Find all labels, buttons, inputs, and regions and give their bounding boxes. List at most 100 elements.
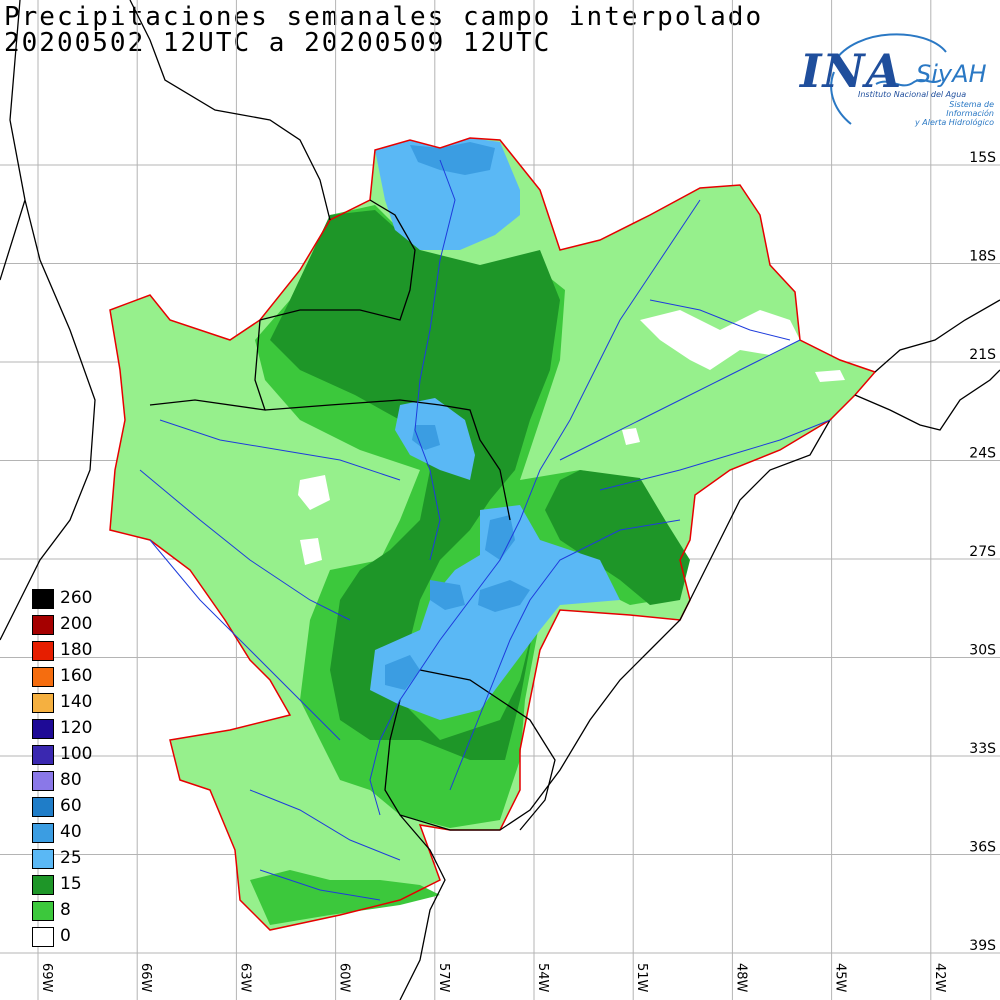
lat-label: 33S [969,741,996,757]
lon-label: 45W [833,963,848,993]
basin-fill-light-blue-south [370,505,620,720]
basin-fill-dark-green [270,210,660,760]
lat-label: 24S [969,446,996,462]
legend-label: 0 [60,926,71,946]
legend-label: 200 [60,614,93,634]
precipitation-legend: 260 200 180 160 140 120 100 80 60 40 25 15 8 0 [32,586,142,950]
legend-label: 8 [60,900,71,920]
legend-swatch [32,589,54,609]
lon-label: 60W [337,963,352,993]
legend-label: 180 [60,640,93,660]
lon-label: 57W [436,963,451,993]
legend-entry: 120 [32,716,142,742]
legend-label: 160 [60,666,93,686]
legend-label: 15 [60,874,82,894]
lat-label: 30S [969,643,996,659]
legend-swatch [32,693,54,713]
atlantic-coast-south [499,369,1000,831]
legend-swatch [32,719,54,739]
basin-fill-white-patches [298,310,845,565]
legend-label: 60 [60,796,82,816]
ina-siyah-logo: INA SiyAH Instituto Nacional del Agua Si… [796,32,996,132]
basin-fill-blue-center [412,425,440,450]
bolivia-paraguay-border [149,199,511,521]
legend-entry: 8 [32,898,142,924]
legend-entry: 60 [32,794,142,820]
atlantic-coast-north [874,299,1000,373]
southern-rivers [249,789,401,901]
legend-label: 40 [60,822,82,842]
logo-subtitle: Sistema de Información y Alerta Hidrológ… [914,100,994,127]
legend-entry: 160 [32,664,142,690]
lat-label: 39S [969,938,996,954]
lat-label: 15S [969,150,996,166]
legend-label: 25 [60,848,82,868]
legend-swatch [32,901,54,921]
parana-river [369,199,701,816]
uruguay-river [449,519,681,791]
lat-label: 27S [969,544,996,560]
legend-swatch [32,797,54,817]
legend-entry: 80 [32,768,142,794]
lon-label: 42W [932,963,947,993]
map-title: Precipitaciones semanales campo interpol… [4,2,764,32]
legend-entry: 15 [32,872,142,898]
legend-label: 140 [60,692,93,712]
lon-label: 48W [733,963,748,993]
legend-label: 120 [60,718,93,738]
basin-fill-blue-north [410,142,495,175]
precipitation-field [109,137,877,931]
lon-label: 69W [39,963,54,993]
latitude-labels: 15S 18S 21S 24S 27S 30S 33S 36S 39S [969,150,996,954]
lon-label: 63W [237,963,252,993]
lon-label: 54W [535,963,550,993]
map-period: 20200502 12UTC a 20200509 12UTC [4,28,552,58]
legend-swatch [32,615,54,635]
legend-swatch [32,823,54,843]
argentina-uruguay-border [384,669,556,831]
lat-label: 21S [969,347,996,363]
logo-siyah-text: SiyAH [916,60,987,88]
grande-river [649,299,791,341]
iguazu-river [599,419,831,491]
pacific-coast [0,0,96,641]
legend-entry: 200 [32,612,142,638]
lat-label: 18S [969,249,996,265]
legend-label: 100 [60,744,93,764]
legend-entry: 0 [32,924,142,950]
tiete-river [559,339,801,461]
logo-arc-icon [830,33,947,125]
legend-entry: 100 [32,742,142,768]
logo-ina-text: INA [800,44,903,98]
legend-label: 260 [60,588,93,608]
logo-subtitle-line2: y Alerta Hidrológico [915,118,994,127]
lat-label: 36S [969,840,996,856]
rivers [139,159,831,901]
legend-swatch [32,771,54,791]
rio-de-la-plata [399,814,446,1000]
basin-border [109,137,877,931]
bermejo-river [139,469,351,621]
lon-label: 66W [138,963,153,993]
basin-fill-green-south [250,870,440,925]
legend-label: 80 [60,770,82,790]
legend-entry: 140 [32,690,142,716]
legend-swatch [32,927,54,947]
paraguay-river [414,159,456,561]
pilcomayo-river [159,419,401,481]
logo-institute-text: Instituto Nacional del Agua [858,90,967,99]
salado-river [149,539,341,741]
legend-swatch [32,849,54,869]
legend-swatch [32,875,54,895]
basin-fill-blue-south [385,515,530,690]
legend-entry: 40 [32,820,142,846]
basin-fill-dark-green-east [545,470,690,605]
legend-entry: 25 [32,846,142,872]
logo-subtitle-line1: Sistema de Información [946,100,994,118]
lon-label: 51W [634,963,649,993]
legend-entry: 260 [32,586,142,612]
legend-entry: 180 [32,638,142,664]
legend-swatch [32,745,54,765]
